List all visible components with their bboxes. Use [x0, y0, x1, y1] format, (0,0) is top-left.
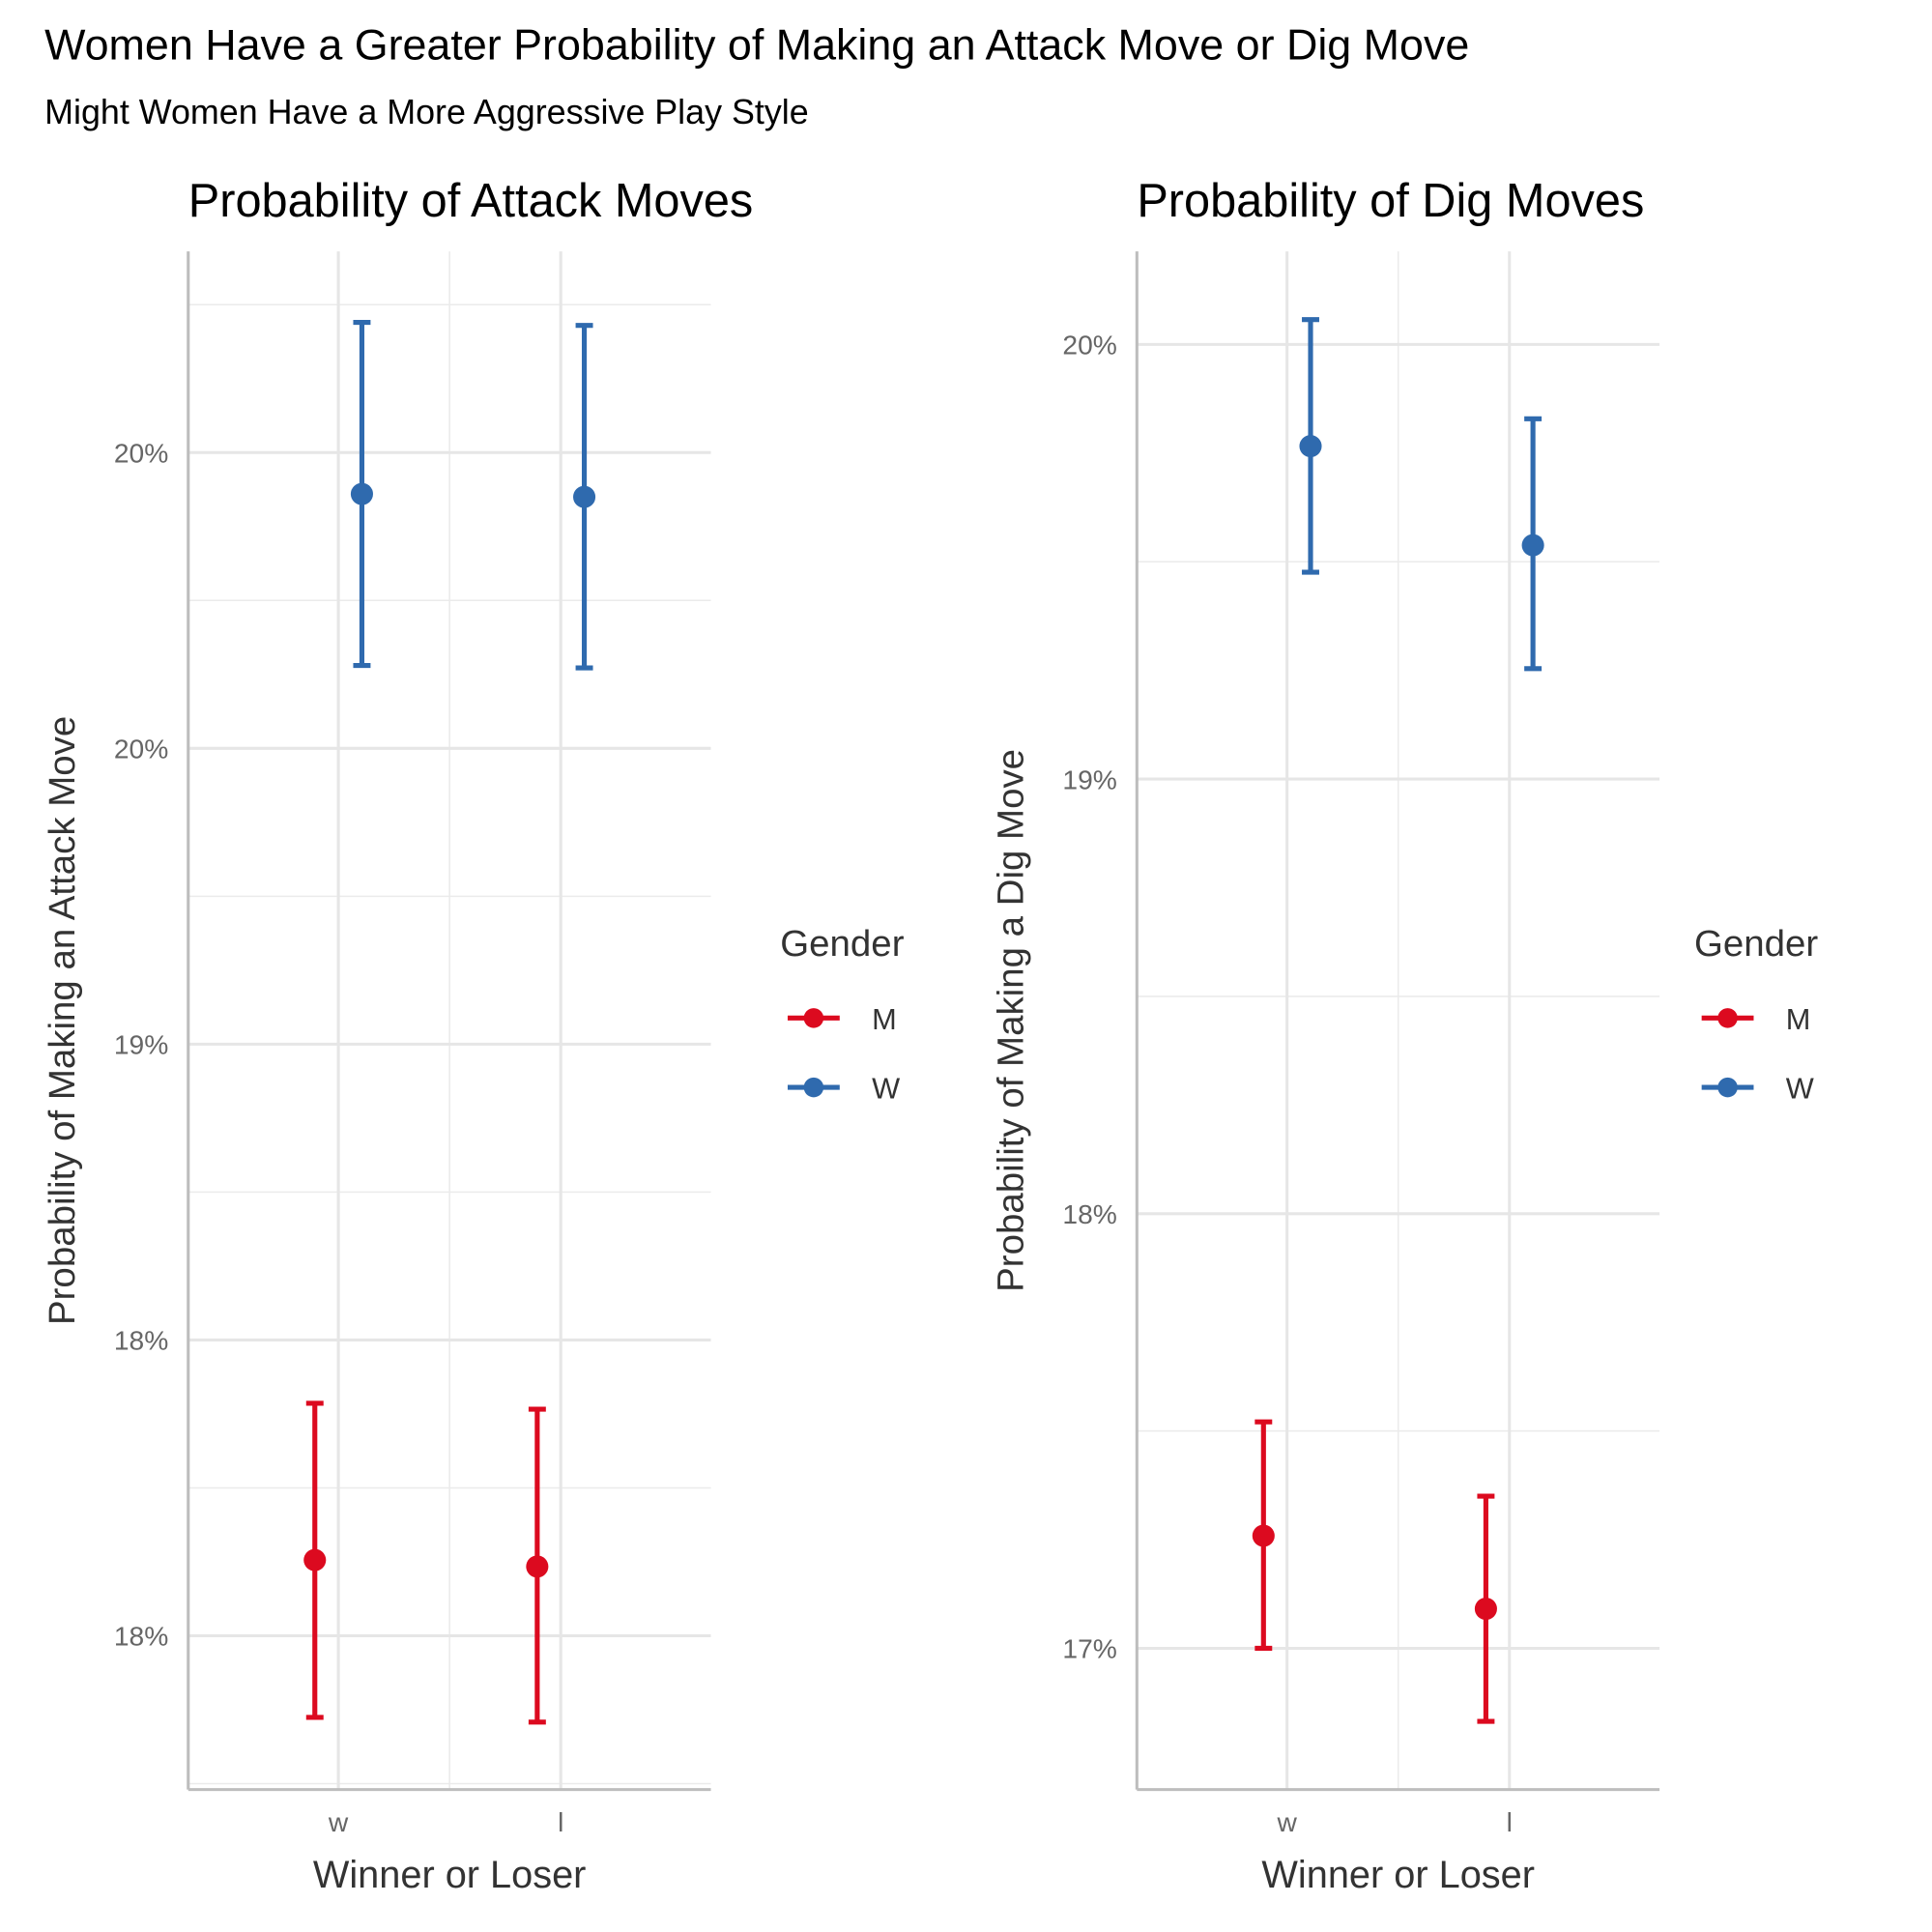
- point: [526, 1555, 549, 1578]
- x-tick-label: w: [328, 1806, 349, 1837]
- chart-subtitle: Might Women Have a More Aggressive Play …: [44, 93, 809, 131]
- y-tick-label: 20%: [1062, 330, 1116, 360]
- y-tick-label: 18%: [114, 1325, 168, 1356]
- y-axis-title: Probability of Making an Attack Move: [42, 716, 83, 1325]
- chart-title: Women Have a Greater Probability of Maki…: [44, 20, 1469, 70]
- point: [1252, 1524, 1275, 1547]
- point: [1474, 1598, 1497, 1621]
- y-tick-label: 19%: [114, 1029, 168, 1060]
- y-tick-label: 18%: [1062, 1198, 1116, 1229]
- y-tick-label: 20%: [114, 437, 168, 468]
- legend-marker: [803, 1077, 824, 1098]
- x-axis-title: Winner or Loser: [1261, 1854, 1535, 1896]
- legend-title: Gender: [780, 923, 904, 965]
- legend-marker: [803, 1008, 824, 1028]
- y-tick-label: 17%: [1062, 1633, 1116, 1664]
- legend-label: W: [1786, 1072, 1814, 1106]
- x-tick-label: w: [1276, 1806, 1297, 1837]
- point: [303, 1548, 327, 1572]
- x-axis-title: Winner or Loser: [313, 1854, 587, 1896]
- legend-marker: [1717, 1077, 1738, 1098]
- y-tick-label: 18%: [114, 1621, 168, 1652]
- point: [573, 485, 596, 508]
- legend-label: W: [872, 1072, 900, 1106]
- x-tick-label: l: [558, 1806, 563, 1837]
- y-tick-label: 20%: [114, 734, 168, 764]
- legend-title: Gender: [1694, 923, 1818, 965]
- panel-title: Probability of Dig Moves: [1137, 175, 1644, 227]
- y-tick-label: 19%: [1062, 764, 1116, 794]
- point: [350, 482, 373, 505]
- legend-marker: [1717, 1008, 1738, 1028]
- legend-label: M: [1786, 1002, 1811, 1036]
- point: [1521, 533, 1544, 557]
- y-axis-title: Probability of Making a Dig Move: [990, 749, 1031, 1292]
- x-tick-label: l: [1507, 1806, 1513, 1837]
- legend-label: M: [872, 1002, 897, 1036]
- point: [1299, 435, 1322, 458]
- panel-title: Probability of Attack Moves: [188, 175, 754, 227]
